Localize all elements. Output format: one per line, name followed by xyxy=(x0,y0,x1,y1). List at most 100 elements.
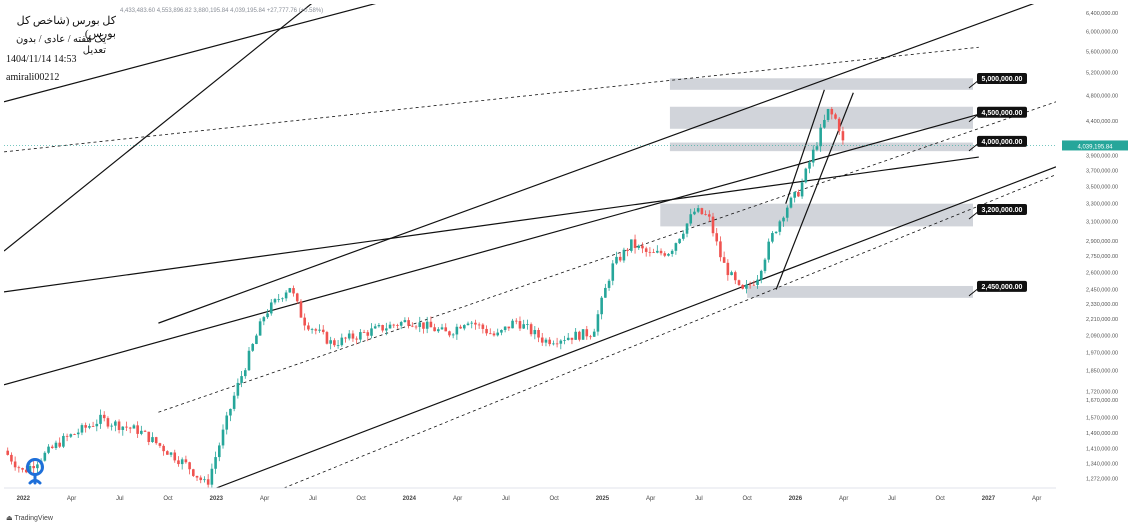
candle xyxy=(195,475,199,482)
x-tick-label: Jul xyxy=(309,496,317,502)
candle-body xyxy=(425,321,429,329)
candle-body xyxy=(310,329,314,330)
candle xyxy=(310,327,314,334)
x-tick-label: Jul xyxy=(502,496,510,502)
y-tick-label: 1,490,000.00 xyxy=(1086,431,1118,437)
x-tick-label: Jul xyxy=(116,496,124,502)
candle-body xyxy=(540,337,544,343)
candle xyxy=(203,476,206,483)
candle xyxy=(162,444,165,456)
candle xyxy=(500,329,503,336)
candle-body xyxy=(782,217,785,222)
candle xyxy=(273,298,277,305)
candle xyxy=(600,295,603,320)
candle-body xyxy=(652,252,655,254)
trendlines-layer xyxy=(4,4,1056,488)
interval-label: یک هفته / عادی / بدون تعدیل xyxy=(16,34,106,56)
candle xyxy=(745,280,748,294)
candle xyxy=(318,324,321,333)
zone-label-text: 4,500,000.00 xyxy=(982,110,1023,117)
candle xyxy=(656,245,659,254)
candle xyxy=(147,431,151,446)
candle-body xyxy=(106,418,110,427)
candle xyxy=(559,339,563,350)
candle-body xyxy=(737,280,741,285)
candle-body xyxy=(656,250,659,253)
candle xyxy=(6,447,10,456)
candle-body xyxy=(466,323,470,326)
candle-body xyxy=(333,340,336,346)
candle xyxy=(540,332,544,346)
candle-body xyxy=(147,431,151,443)
zone-label-text: 3,200,000.00 xyxy=(982,207,1023,214)
candle xyxy=(58,437,61,449)
candle-body xyxy=(292,288,295,294)
trendline-4 xyxy=(4,46,979,153)
x-tick-label: Apr xyxy=(646,496,655,502)
candle-body xyxy=(503,326,507,331)
candle xyxy=(411,322,414,328)
candle-body xyxy=(514,320,518,322)
candle-body xyxy=(377,325,381,327)
candle xyxy=(385,322,388,336)
candle xyxy=(685,223,689,238)
candle xyxy=(837,117,841,135)
candle xyxy=(229,408,232,422)
candle xyxy=(255,333,258,345)
candle-body xyxy=(745,284,748,289)
candle xyxy=(65,433,69,442)
candle-body xyxy=(158,443,162,446)
trendline-6 xyxy=(4,4,313,252)
zone-label-3: 3,200,000.00 xyxy=(968,204,1027,220)
candle-body xyxy=(58,442,61,447)
y-tick-label: 2,750,000.00 xyxy=(1086,254,1118,260)
candle xyxy=(615,251,618,265)
candle-body xyxy=(407,320,410,326)
candle-body xyxy=(340,337,344,346)
candle-body xyxy=(403,320,407,323)
candle-body xyxy=(95,423,99,427)
candle-body xyxy=(281,298,284,300)
candle-body xyxy=(385,328,388,331)
candle xyxy=(544,337,548,347)
candle-body xyxy=(221,429,225,446)
candle-body xyxy=(607,280,611,288)
zones-layer xyxy=(660,78,973,298)
trendline-7 xyxy=(4,4,377,103)
candle xyxy=(678,238,681,245)
candle xyxy=(808,160,811,174)
candle-body xyxy=(344,337,347,339)
candle-body xyxy=(210,468,214,485)
candle-body xyxy=(199,477,203,481)
candle-body xyxy=(102,414,106,419)
x-tick-label: Oct xyxy=(356,496,366,502)
candle-body xyxy=(217,445,221,458)
candle-body xyxy=(277,299,280,300)
candle xyxy=(266,309,269,319)
candle xyxy=(630,239,633,253)
candle xyxy=(804,167,808,184)
candle xyxy=(299,299,303,318)
candle-body xyxy=(811,149,815,163)
candle xyxy=(188,461,191,475)
y-tick-label: 2,600,000.00 xyxy=(1086,270,1118,276)
candle xyxy=(811,145,815,167)
y-tick-label: 1,410,000.00 xyxy=(1086,447,1118,453)
candle-body xyxy=(756,279,759,285)
candle-body xyxy=(793,192,796,198)
candle xyxy=(21,467,24,473)
candle xyxy=(771,231,774,244)
candle xyxy=(474,319,477,330)
candle xyxy=(830,107,834,120)
candle-body xyxy=(596,314,600,332)
candle-body xyxy=(834,114,837,119)
candle-body xyxy=(615,256,618,264)
candle-body xyxy=(830,109,834,115)
zone-0 xyxy=(669,78,973,90)
candle xyxy=(355,336,358,345)
trendline-5 xyxy=(158,4,1035,324)
candle-body xyxy=(730,272,733,276)
candle xyxy=(36,461,39,474)
candle xyxy=(693,208,696,216)
